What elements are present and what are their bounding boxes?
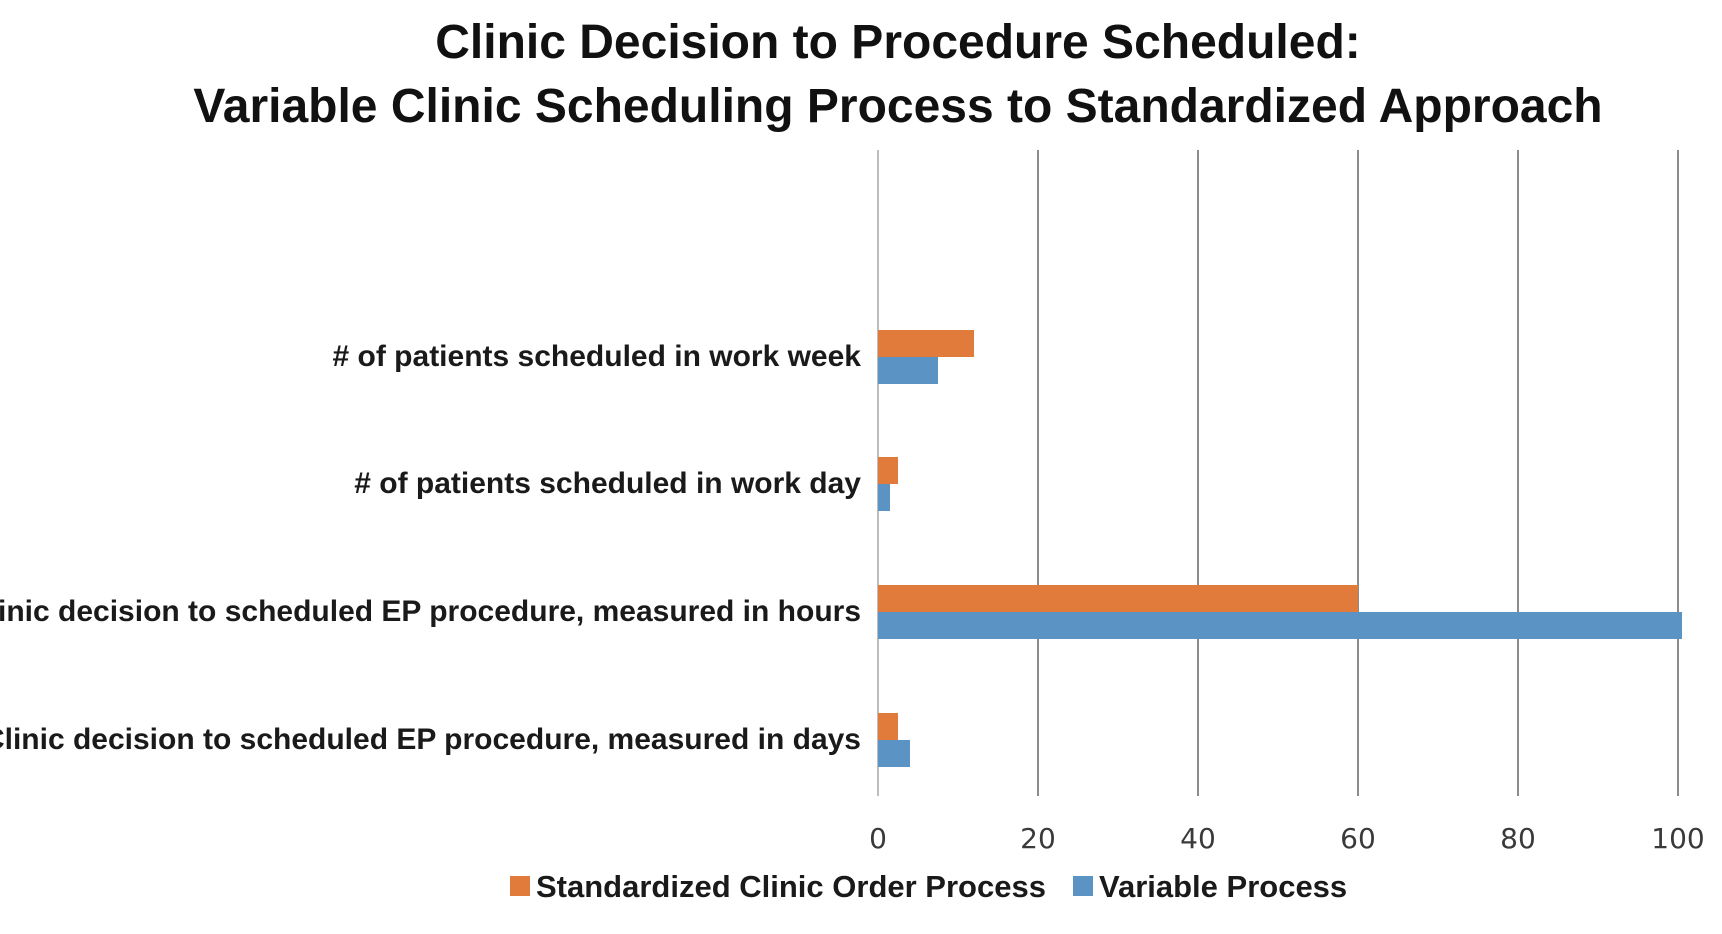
category-label-2: # of patients scheduled in work day [354, 467, 861, 500]
x-tick-label-80: 80 [1500, 822, 1536, 855]
grid-lines [877, 150, 1679, 796]
x-tick-label-20: 20 [1020, 822, 1056, 855]
category-labels: # of patients scheduled in work week # of… [0, 340, 861, 756]
legend-swatch-2 [1073, 876, 1093, 896]
bar-series-2-category-3 [878, 612, 1682, 639]
category-label-1: # of patients scheduled in work week [333, 340, 862, 373]
bar-series-1-category-2 [878, 457, 898, 484]
bar-series-2-category-4 [878, 740, 910, 767]
legend-label-1: Standardized Clinic Order Process [536, 869, 1046, 904]
bar-series-1-category-3 [878, 585, 1358, 612]
x-axis-tick-labels: 0 20 40 60 80 100 [869, 822, 1705, 855]
category-label-4: Clinic decision to scheduled EP procedur… [0, 723, 861, 756]
legend-label-2: Variable Process [1099, 869, 1347, 904]
bar-series-1-category-1 [878, 330, 974, 357]
bar-series-2-category-2 [878, 484, 890, 511]
x-tick-label-100: 100 [1651, 822, 1704, 855]
legend: Standardized Clinic Order Process Variabl… [510, 869, 1347, 904]
x-tick-label-40: 40 [1180, 822, 1216, 855]
chart-title-line-1: Clinic Decision to Procedure Scheduled: [435, 16, 1361, 69]
bar-series-2-category-1 [878, 357, 938, 384]
bar-series-1-category-4 [878, 713, 898, 740]
chart-title-line-2: Variable Clinic Scheduling Process to St… [193, 80, 1602, 133]
chart-title: Clinic Decision to Procedure Scheduled: … [193, 16, 1602, 133]
legend-swatch-1 [510, 876, 530, 896]
category-label-3: Clinic decision to scheduled EP procedur… [0, 595, 861, 628]
x-tick-label-0: 0 [869, 822, 887, 855]
x-tick-label-60: 60 [1340, 822, 1376, 855]
bars [878, 330, 1682, 767]
